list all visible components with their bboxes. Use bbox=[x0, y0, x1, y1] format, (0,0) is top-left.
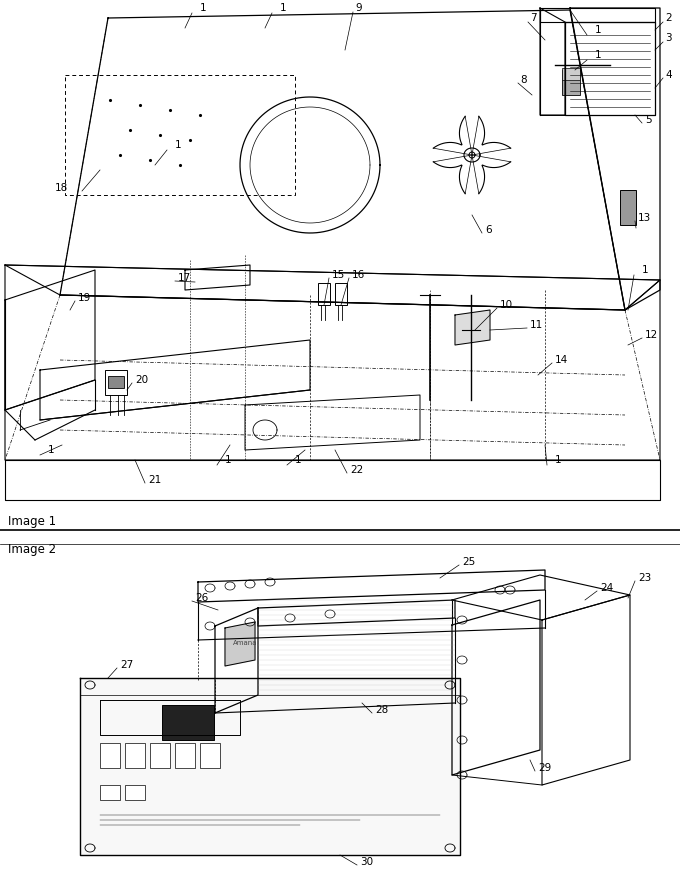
Text: 5: 5 bbox=[645, 115, 651, 125]
Text: 20: 20 bbox=[135, 375, 148, 385]
Text: 9: 9 bbox=[355, 3, 362, 13]
Text: 14: 14 bbox=[555, 355, 568, 365]
Bar bbox=[162, 705, 214, 740]
Text: 6: 6 bbox=[485, 225, 492, 235]
Text: 18: 18 bbox=[55, 183, 68, 193]
Bar bbox=[100, 785, 120, 800]
Polygon shape bbox=[80, 678, 460, 855]
Text: Image 1: Image 1 bbox=[8, 516, 56, 529]
Text: 10: 10 bbox=[500, 300, 513, 310]
Text: 7: 7 bbox=[530, 13, 537, 23]
Bar bbox=[105, 370, 127, 395]
Text: 11: 11 bbox=[530, 320, 543, 330]
Text: 12: 12 bbox=[645, 330, 658, 340]
Text: 1: 1 bbox=[295, 455, 302, 465]
Text: 1: 1 bbox=[175, 140, 182, 150]
Bar bbox=[562, 68, 580, 80]
Text: 1: 1 bbox=[225, 455, 232, 465]
Text: 4: 4 bbox=[665, 70, 672, 80]
Bar bbox=[150, 743, 170, 768]
Bar bbox=[318, 283, 330, 305]
Text: 23: 23 bbox=[638, 573, 651, 583]
Polygon shape bbox=[225, 622, 255, 666]
Text: 3: 3 bbox=[665, 33, 672, 43]
Polygon shape bbox=[455, 310, 490, 345]
Text: 13: 13 bbox=[638, 213, 651, 223]
Bar bbox=[620, 190, 636, 225]
Bar bbox=[200, 743, 220, 768]
Bar bbox=[125, 785, 145, 800]
Bar bbox=[100, 743, 120, 768]
Text: 22: 22 bbox=[350, 465, 363, 475]
Text: 17: 17 bbox=[178, 273, 191, 283]
Text: 15: 15 bbox=[332, 270, 345, 280]
Bar bbox=[335, 283, 347, 305]
Bar bbox=[562, 70, 580, 95]
Text: 1: 1 bbox=[200, 3, 207, 13]
Text: 1: 1 bbox=[280, 3, 287, 13]
Text: Image 2: Image 2 bbox=[8, 544, 56, 557]
Text: 2: 2 bbox=[665, 13, 672, 23]
Text: 1: 1 bbox=[642, 265, 649, 275]
Text: Amana: Amana bbox=[233, 640, 258, 646]
Text: 21: 21 bbox=[148, 475, 161, 485]
Text: 26: 26 bbox=[195, 593, 208, 603]
Text: 16: 16 bbox=[352, 270, 365, 280]
Text: 1: 1 bbox=[48, 445, 54, 455]
Text: 29: 29 bbox=[538, 763, 551, 773]
Text: 24: 24 bbox=[600, 583, 613, 593]
Text: 25: 25 bbox=[462, 557, 475, 567]
Bar bbox=[108, 376, 124, 388]
Text: 1: 1 bbox=[595, 50, 602, 60]
Text: 1: 1 bbox=[555, 455, 562, 465]
Text: 19: 19 bbox=[78, 293, 91, 303]
Text: 28: 28 bbox=[375, 705, 388, 715]
Bar bbox=[175, 743, 195, 768]
Bar bbox=[125, 743, 145, 768]
Text: 8: 8 bbox=[520, 75, 526, 85]
Text: 30: 30 bbox=[360, 857, 373, 867]
Text: 27: 27 bbox=[120, 660, 133, 670]
Text: 1: 1 bbox=[595, 25, 602, 35]
